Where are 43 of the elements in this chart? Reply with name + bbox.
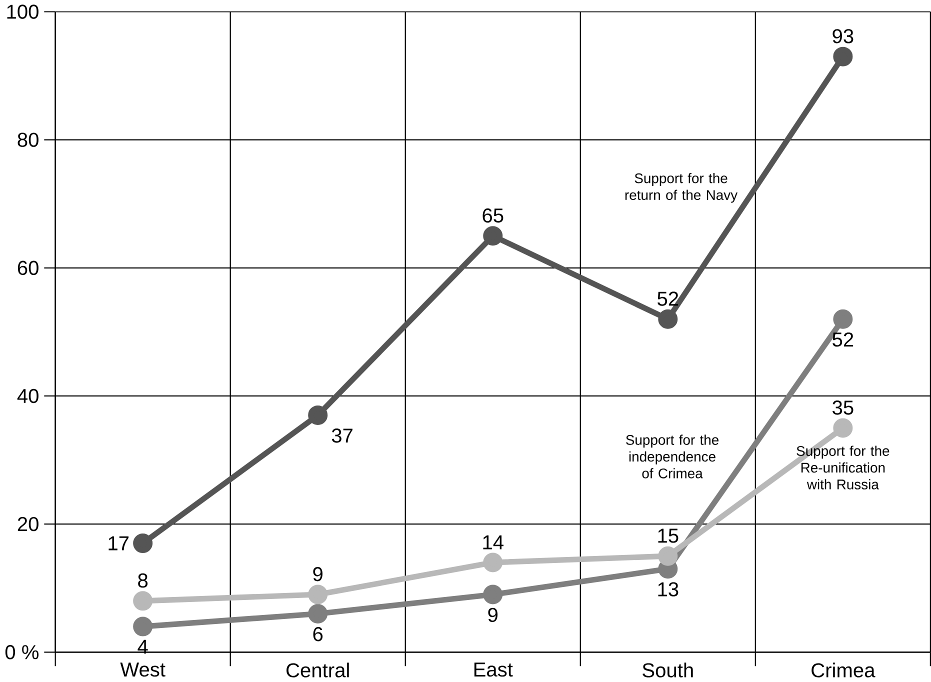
- data-label: 4: [138, 640, 148, 654]
- x-tick-label: West: [120, 662, 166, 677]
- data-label: 65: [482, 208, 504, 223]
- data-label: 6: [313, 627, 323, 642]
- data-label: 17: [108, 536, 129, 550]
- point: [658, 309, 678, 329]
- y-tick-label: 40: [17, 388, 38, 404]
- data-label: 37: [332, 428, 352, 443]
- point: [833, 46, 853, 66]
- x-tick-label: Central: [286, 662, 349, 678]
- data-label: 13: [658, 582, 678, 596]
- point: [483, 226, 503, 246]
- y-tick-label: 0 %: [5, 645, 39, 660]
- data-label: 8: [138, 573, 148, 588]
- point: [133, 534, 153, 554]
- y-tick-label: 100: [7, 4, 38, 19]
- data-label: 9: [488, 608, 498, 622]
- y-tick-label: 60: [18, 260, 38, 276]
- x-tick-label: South: [642, 662, 693, 678]
- series-label: Support for the Re-unification with Russia: [796, 446, 890, 490]
- x-tick-label: East: [474, 662, 513, 677]
- point: [133, 616, 153, 636]
- y-tick-label: 20: [18, 516, 38, 532]
- point: [483, 552, 503, 572]
- y-tick-label: 80: [18, 132, 38, 147]
- point: [483, 584, 503, 604]
- point: [658, 546, 678, 566]
- data-label: 35: [832, 400, 854, 415]
- point: [308, 604, 328, 624]
- series-label: Support for the independence of Crimea: [626, 434, 719, 478]
- data-label: 14: [483, 535, 504, 550]
- point: [308, 584, 328, 604]
- point: [308, 405, 328, 425]
- point: [833, 418, 853, 438]
- point: [833, 309, 853, 329]
- point: [133, 591, 153, 611]
- x-tick-label: Crimea: [812, 662, 876, 678]
- data-label: 52: [658, 292, 678, 306]
- data-label: 9: [313, 567, 322, 582]
- data-label: 93: [832, 29, 854, 44]
- data-label: 52: [832, 332, 854, 347]
- data-label: 15: [658, 528, 678, 543]
- series-label: Support for the return of the Navy: [625, 172, 738, 203]
